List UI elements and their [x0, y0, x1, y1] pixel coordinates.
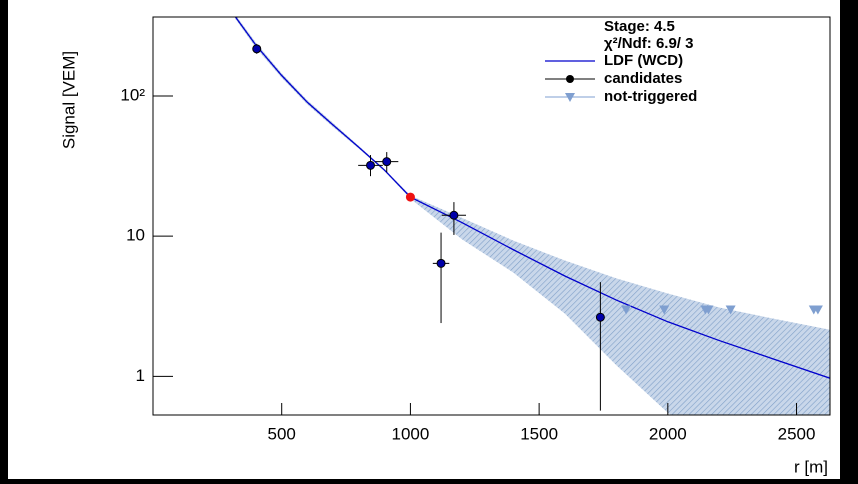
- plot-area: [234, 17, 830, 415]
- candidate-point: [595, 312, 605, 322]
- legend-swatch: [566, 75, 574, 83]
- legend-label: LDF (WCD): [604, 52, 683, 69]
- x-axis-title: r [m]: [794, 457, 828, 476]
- error-band: [235, 17, 830, 415]
- not-triggered-point: [725, 305, 736, 315]
- legend-label: candidates: [604, 70, 682, 87]
- x-tick-label: 2500: [778, 424, 816, 443]
- not-triggered-point: [812, 305, 823, 315]
- not-triggered-point: [659, 305, 670, 315]
- not-triggered-point: [703, 305, 714, 315]
- x-tick-label: 2000: [649, 424, 687, 443]
- frame: [152, 16, 831, 416]
- x-tick-label: 1500: [520, 424, 558, 443]
- candidate-point: [449, 210, 459, 220]
- y-axis-title: Signal [VEM]: [59, 51, 78, 149]
- ldf-line: [234, 17, 830, 379]
- x-tick-label: 1000: [392, 424, 430, 443]
- legend-text: χ²/Ndf: 6.9/ 3: [604, 35, 693, 52]
- y-tick-label: 1: [136, 366, 145, 385]
- legend-label: not-triggered: [604, 88, 697, 105]
- not-triggered-point: [621, 305, 632, 315]
- candidate-point: [252, 44, 262, 54]
- candidate-point: [366, 160, 376, 170]
- candidate-point: [436, 258, 446, 268]
- y-tick-label: 10: [126, 226, 145, 245]
- legend-swatch: [565, 93, 575, 102]
- y-tick-label: 10²: [120, 85, 145, 104]
- candidate-point: [382, 157, 392, 167]
- legend-text: Stage: 4.5: [604, 18, 675, 35]
- reference-point: [405, 192, 415, 202]
- x-tick-label: 500: [268, 424, 296, 443]
